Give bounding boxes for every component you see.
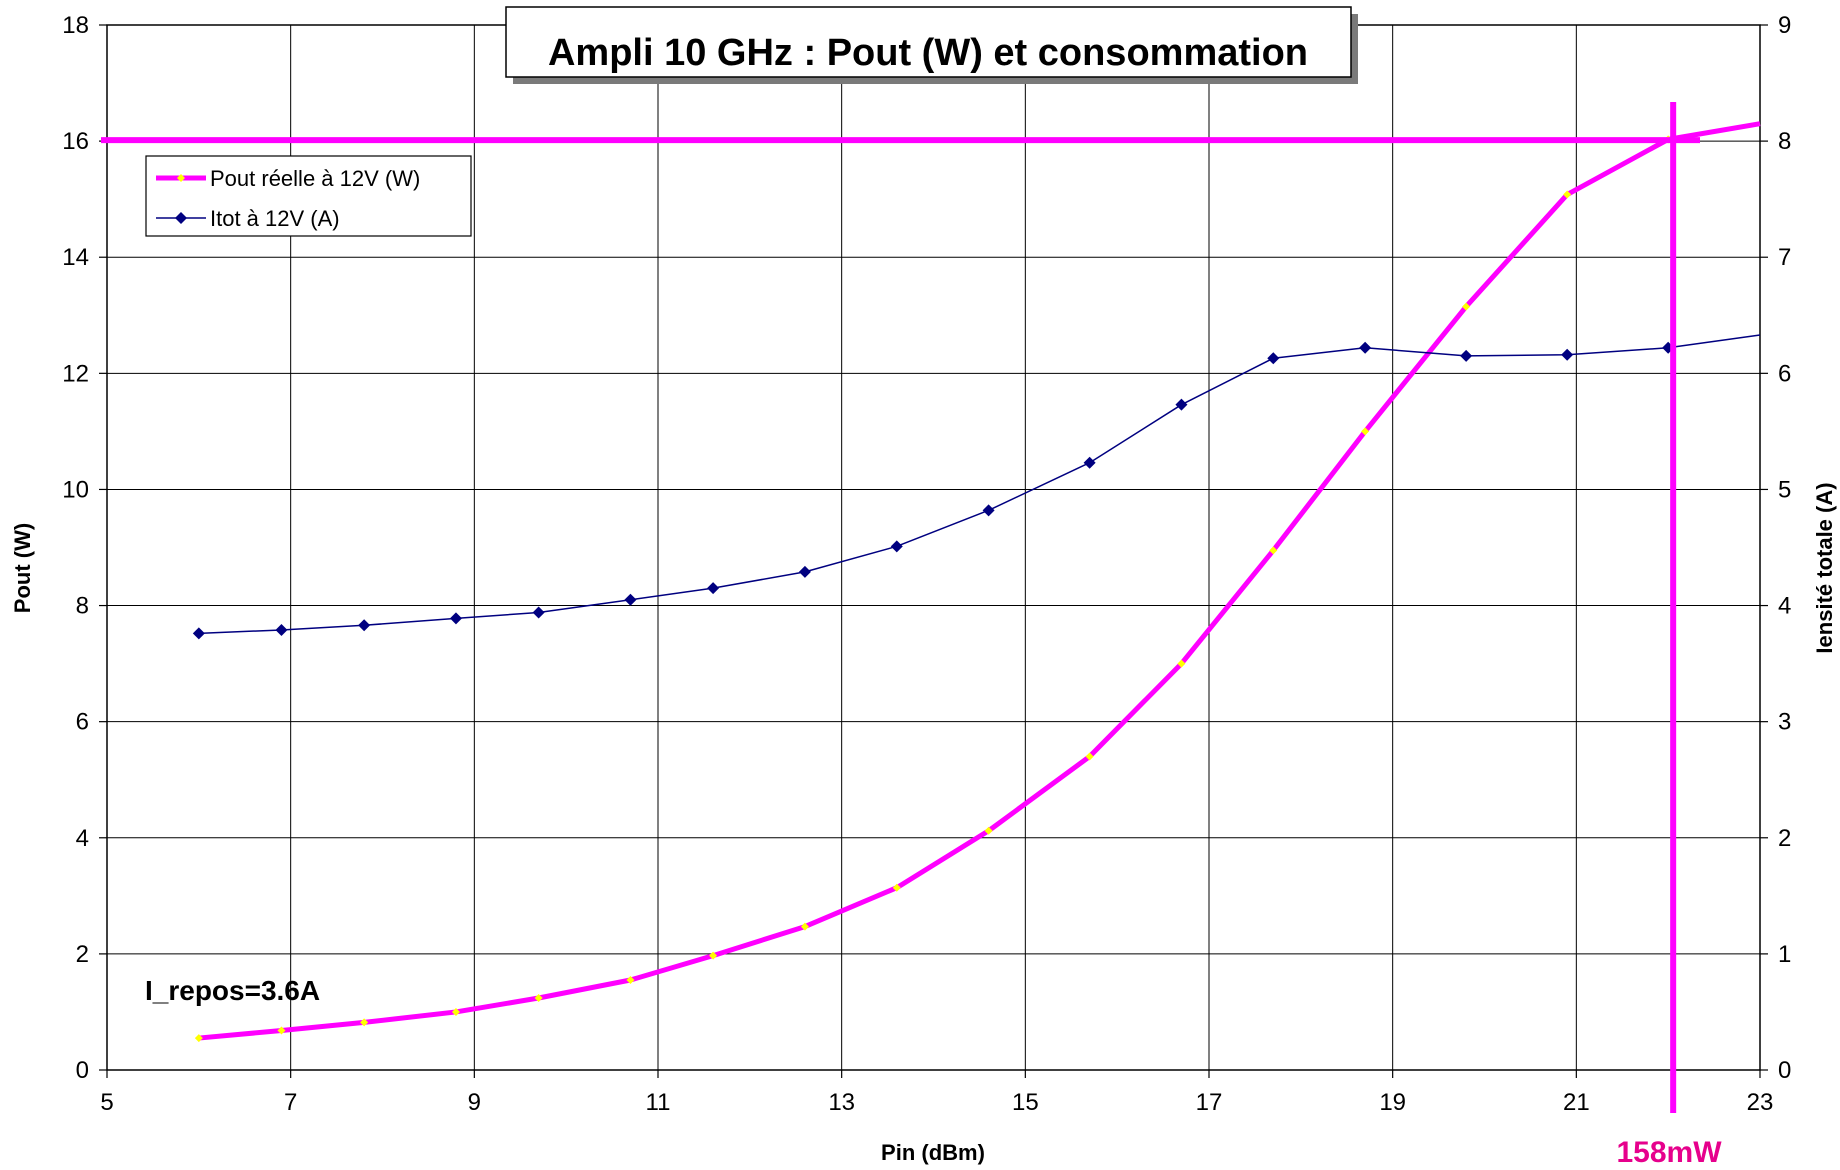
y2-tick-label: 7 <box>1778 244 1791 271</box>
marker-annotation: 158mW <box>1616 1136 1722 1169</box>
data-point-pout <box>277 1026 286 1035</box>
x-tick-label: 11 <box>646 1089 671 1116</box>
legend-label-itot: Itot à 12V (A) <box>210 206 340 231</box>
y-tick-label: 6 <box>76 709 89 736</box>
data-point-itot <box>275 623 288 636</box>
y-tick-label: 12 <box>62 360 89 387</box>
y-tick-label: 2 <box>76 941 89 968</box>
x-tick-label: 5 <box>100 1089 113 1116</box>
x-tick-label: 13 <box>828 1089 855 1116</box>
y2-tick-label: 4 <box>1778 593 1791 620</box>
x-tick-label: 17 <box>1196 1089 1223 1116</box>
data-point-pout <box>534 994 543 1003</box>
y-tick-label: 8 <box>76 593 89 620</box>
axis-ticks: 5 7 9 11 13 15 17 19 21 2302468101214161801234567… <box>62 12 1791 1116</box>
chart-title-box: Ampli 10 GHz : Pout (W) et consommation <box>505 6 1358 84</box>
y2-tick-label: 0 <box>1778 1057 1791 1084</box>
y2-tick-label: 8 <box>1778 128 1791 155</box>
y2-tick-label: 1 <box>1778 941 1791 968</box>
data-point-pout <box>1361 427 1370 436</box>
y2-tick-label: 9 <box>1778 12 1791 39</box>
data-point-pout <box>984 826 993 835</box>
series-line-itot <box>198 334 1761 635</box>
data-point-itot <box>1460 349 1473 362</box>
data-point-itot <box>1083 456 1096 469</box>
y-tick-label: 16 <box>62 128 89 155</box>
y-tick-label: 0 <box>76 1057 89 1084</box>
series-line-pout <box>198 121 1761 1041</box>
y-tick-label: 10 <box>62 476 89 503</box>
data-point-itot <box>890 540 903 553</box>
x-axis-title: Pin (dBm) <box>881 1140 985 1165</box>
y-tick-label: 14 <box>62 244 89 271</box>
legend-marker-itot <box>175 212 187 224</box>
data-point-itot <box>192 627 205 640</box>
x-tick-label: 19 <box>1379 1089 1406 1116</box>
data-point-pout <box>626 976 635 985</box>
idle-current-annotation: I_repos=3.6A <box>145 975 320 1006</box>
data-point-pout <box>1085 752 1094 761</box>
data-point-itot <box>1561 348 1574 361</box>
data-point-itot <box>798 565 811 578</box>
data-point-pout <box>360 1018 369 1027</box>
data-point-pout <box>1269 546 1278 555</box>
data-point-itot <box>982 504 995 517</box>
y2-tick-label: 3 <box>1778 709 1791 736</box>
data-point-pout <box>1177 659 1186 668</box>
y-tick-label: 18 <box>62 12 89 39</box>
data-point-itot <box>1175 398 1188 411</box>
x-tick-label: 21 <box>1563 1089 1590 1116</box>
x-tick-label: 15 <box>1012 1089 1039 1116</box>
y-tick-label: 4 <box>76 825 89 852</box>
data-point-pout <box>451 1007 460 1016</box>
data-point-pout <box>1563 190 1572 199</box>
y2-axis-title: Iensité totale (A) <box>1812 482 1837 653</box>
data-point-pout <box>194 1034 203 1043</box>
legend: Pout réelle à 12V (W) Itot à 12V (A) <box>145 155 472 237</box>
data-point-itot <box>707 582 720 595</box>
y2-tick-label: 5 <box>1778 476 1791 503</box>
x-tick-label: 23 <box>1747 1089 1774 1116</box>
data-point-pout <box>892 883 901 892</box>
data-point-itot <box>449 612 462 625</box>
legend-label-pout: Pout réelle à 12V (W) <box>210 166 420 191</box>
x-tick-label: 9 <box>468 1089 481 1116</box>
data-point-itot <box>1267 352 1280 365</box>
reference-lines <box>101 102 1700 1113</box>
y2-tick-label: 6 <box>1778 360 1791 387</box>
y2-tick-label: 2 <box>1778 825 1791 852</box>
data-point-pout <box>800 922 809 931</box>
data-point-itot <box>624 593 637 606</box>
data-point-pout <box>1462 302 1471 311</box>
x-tick-label: 7 <box>284 1089 297 1116</box>
data-point-pout <box>709 951 718 960</box>
data-point-itot <box>358 619 371 632</box>
data-point-itot <box>532 606 545 619</box>
data-point-itot <box>1359 341 1372 354</box>
legend-marker-pout <box>177 174 185 182</box>
chart-title: Ampli 10 GHz : Pout (W) et consommation <box>548 32 1308 74</box>
y-axis-title: Pout (W) <box>10 523 35 613</box>
